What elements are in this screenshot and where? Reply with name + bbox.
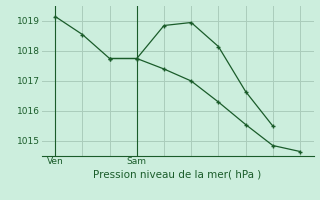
X-axis label: Pression niveau de la mer( hPa ): Pression niveau de la mer( hPa ): [93, 169, 262, 179]
